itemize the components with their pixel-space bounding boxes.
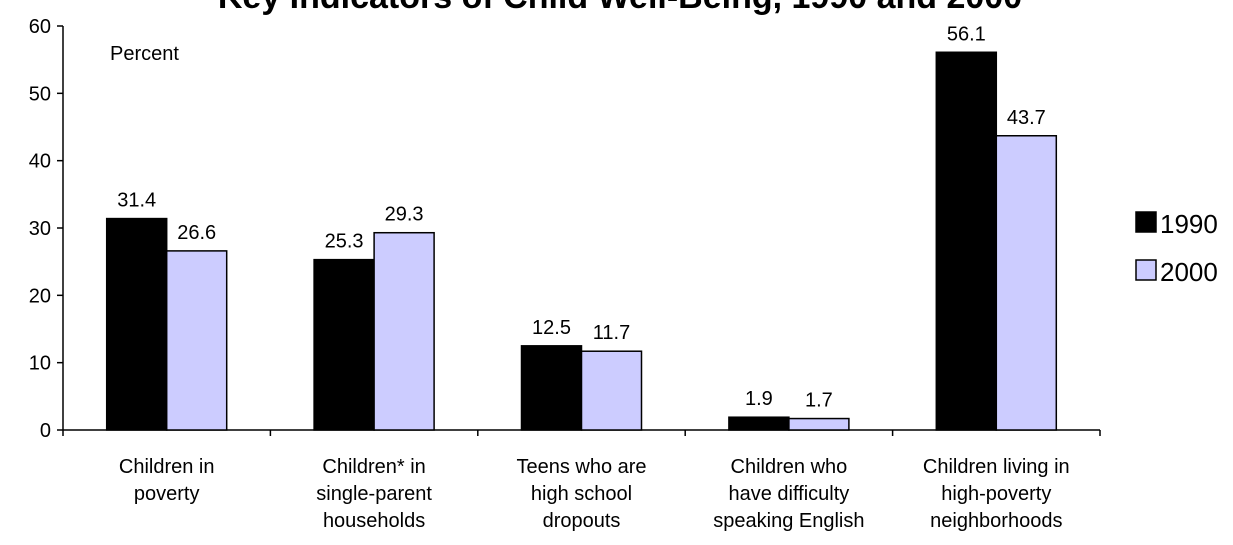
data-label: 31.4 — [117, 190, 156, 212]
bar-2000 — [995, 135, 1058, 431]
y-tick-label: 0 — [40, 420, 51, 442]
data-label: 1.7 — [805, 390, 833, 412]
y-tick-label: 30 — [29, 218, 51, 240]
chart-title: Key Indicators of Child Well-Being, 1990… — [218, 0, 1022, 16]
x-tick-label-line: speaking English — [713, 510, 864, 532]
x-tick-label-line: Teens who are — [516, 456, 646, 478]
x-tick-label-line: Children living in — [923, 456, 1070, 478]
y-tick-label: 50 — [29, 83, 51, 105]
x-tick-label: Children living in high-poverty neighborho… — [923, 456, 1070, 532]
bar-1990 — [728, 416, 790, 431]
legend: 1990 2000 — [1135, 209, 1218, 287]
x-tick-label-line: Children* in — [322, 456, 425, 478]
bars: 31.4 26.6 25.3 29.3 12.5 11.7 1.9 1.7 56.1 43.7 — [105, 23, 1058, 431]
x-tick-label-line: single-parent — [316, 483, 432, 505]
y-axis-label: Percent — [110, 43, 179, 65]
data-label: 26.6 — [177, 222, 216, 244]
legend-swatch-2000 — [1135, 259, 1157, 281]
x-tick-label-line: high-poverty — [941, 483, 1051, 505]
bar-2000 — [373, 231, 435, 431]
x-tick-label-line: Children who — [731, 456, 848, 478]
data-label: 25.3 — [325, 231, 364, 253]
data-label: 29.3 — [385, 204, 424, 226]
x-tick-label-line: have difficulty — [728, 483, 849, 505]
x-tick-label-line: neighborhoods — [930, 510, 1062, 532]
legend-label-1990: 1990 — [1160, 209, 1218, 239]
x-tick-label-line: households — [323, 510, 425, 532]
bar-1990 — [313, 258, 375, 431]
legend-swatch-1990 — [1135, 211, 1157, 233]
data-label: 43.7 — [1007, 107, 1046, 129]
bar-2000 — [165, 250, 228, 431]
legend-label-2000: 2000 — [1160, 257, 1218, 287]
bar-2000 — [788, 417, 850, 431]
y-tick-label: 20 — [29, 285, 51, 307]
y-tick-label: 40 — [29, 151, 51, 173]
x-tick-label-line: poverty — [134, 483, 200, 505]
bar-1990 — [520, 345, 583, 431]
x-tick-label: Children who have difficulty speaking Engl… — [713, 456, 864, 532]
bar-1990 — [935, 51, 998, 431]
data-label: 56.1 — [947, 23, 986, 45]
x-tick-label-line: Children in — [119, 456, 215, 478]
axes: 0 10 20 30 40 50 60 Children in poverty Children*… — [29, 16, 1101, 532]
x-tick-label: Children* in single-parent households — [316, 456, 432, 532]
bar-1990 — [105, 217, 168, 431]
x-tick-label-line: dropouts — [543, 510, 621, 532]
y-tick-label: 60 — [29, 16, 51, 38]
x-tick-label: Teens who are high school dropouts — [516, 456, 646, 532]
data-label: 1.9 — [745, 388, 773, 410]
x-tick-label-line: high school — [531, 483, 632, 505]
bar-2000 — [580, 350, 643, 431]
data-label: 12.5 — [532, 317, 571, 339]
y-tick-label: 10 — [29, 353, 51, 375]
x-tick-label: Children in poverty — [119, 456, 215, 505]
data-label: 11.7 — [593, 322, 630, 344]
